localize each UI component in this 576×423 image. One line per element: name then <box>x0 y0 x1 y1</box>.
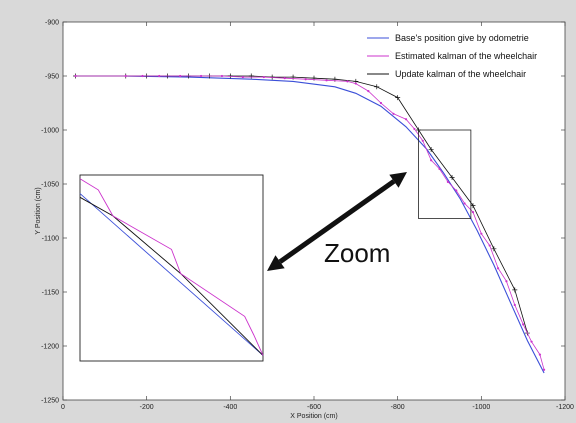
x-tick-label: -200 <box>140 404 154 411</box>
legend-label: Update kalman of the wheelchair <box>395 69 526 79</box>
zoom-arrow-tail-head <box>267 255 285 271</box>
series-layer <box>73 73 546 374</box>
data-point <box>505 280 508 283</box>
x-tick-label: -600 <box>307 404 321 411</box>
y-tick-label: -1150 <box>42 290 59 297</box>
data-point <box>220 74 224 78</box>
data-point <box>463 202 466 205</box>
zoom-inset <box>79 174 264 362</box>
y-tick-label: -900 <box>45 20 59 27</box>
x-tick-label: -800 <box>391 404 405 411</box>
y-tick-label: -1200 <box>41 344 59 351</box>
data-point <box>430 159 433 162</box>
data-point <box>496 267 500 270</box>
data-point <box>480 232 483 235</box>
data-point <box>455 189 458 192</box>
data-point <box>179 74 182 78</box>
data-point <box>74 74 77 78</box>
inset-series-line <box>79 196 264 356</box>
data-point <box>538 353 542 356</box>
data-point <box>404 118 408 121</box>
legend-label: Base's position give by odometrie <box>395 33 529 43</box>
data-point <box>325 79 328 82</box>
data-point <box>374 84 380 90</box>
legend-label: Estimated kalman of the wheelchair <box>395 51 537 61</box>
y-tick-label: -950 <box>45 74 59 81</box>
data-point <box>141 74 144 78</box>
data-point <box>530 340 533 343</box>
y-axis-label: Y Position (cm) <box>35 187 42 234</box>
y-tick-label: -1000 <box>41 128 59 135</box>
data-point <box>346 80 349 83</box>
data-point <box>124 74 127 78</box>
zoom-arrow-head <box>389 172 407 188</box>
data-point <box>379 101 383 105</box>
annotations <box>79 129 472 362</box>
data-point <box>488 244 491 247</box>
x-tick-label: -1200 <box>556 404 574 411</box>
data-point <box>491 246 497 252</box>
data-point <box>158 74 161 78</box>
zoom-box <box>418 129 472 219</box>
data-point <box>542 368 546 371</box>
data-point <box>470 203 476 209</box>
data-point <box>354 82 357 85</box>
legend: Base's position give by odometrie Estimat… <box>367 33 537 79</box>
data-point <box>512 287 518 293</box>
axes: 0 -200 -400 -600 -800 -1000 -1200 -900 -950 -1000… <box>41 20 574 412</box>
x-tick-label: -1000 <box>472 404 490 411</box>
x-tick-label: 0 <box>61 404 65 411</box>
x-tick-label: -400 <box>223 404 237 411</box>
x-axis-label: X Position (cm) <box>290 413 337 420</box>
data-point <box>392 112 395 115</box>
data-point <box>522 323 525 326</box>
inset-series-line <box>79 193 264 356</box>
data-point <box>262 75 265 79</box>
data-point <box>248 73 254 79</box>
data-point <box>449 175 455 181</box>
data-point <box>367 90 370 93</box>
data-point <box>413 127 416 131</box>
data-point <box>438 167 441 170</box>
data-point <box>428 146 434 152</box>
y-tick-label: -1050 <box>41 182 59 189</box>
data-point <box>513 303 516 307</box>
zoom-arrow-shaft <box>278 179 396 264</box>
data-point <box>421 139 424 142</box>
data-point <box>199 74 203 78</box>
inset-series-line <box>79 178 264 356</box>
data-point <box>304 78 307 81</box>
data-point <box>283 77 286 80</box>
data-point <box>395 95 401 101</box>
data-point <box>241 75 244 79</box>
zoom-annotation-text: Zoom <box>324 238 390 268</box>
data-point <box>471 210 475 214</box>
data-point <box>446 180 449 183</box>
y-tick-label: -1100 <box>42 236 59 243</box>
y-tick-label: -1250 <box>41 398 59 405</box>
